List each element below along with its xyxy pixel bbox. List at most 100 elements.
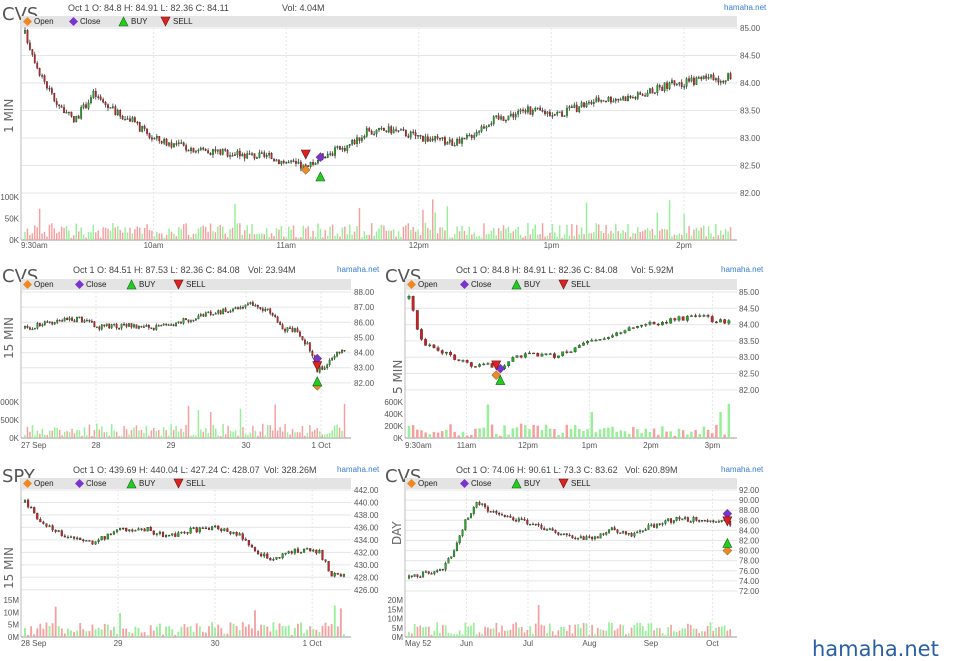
candle [244, 539, 247, 541]
x-tick-label: 12pm [518, 441, 538, 450]
volume-bar [284, 423, 286, 438]
volume-bar [514, 229, 517, 240]
legend-bar: Open Close BUY SELL [21, 478, 351, 489]
candle [619, 99, 622, 101]
volume-bar [291, 429, 294, 438]
candle [137, 528, 140, 531]
candle [464, 519, 467, 531]
volume-bar [162, 427, 165, 438]
volume-bar [447, 632, 450, 637]
volume-bar [641, 231, 644, 240]
volume-bar [328, 433, 331, 438]
candle [95, 326, 98, 329]
source-link[interactable]: hamaha.net [337, 465, 380, 474]
volume-bar [91, 435, 93, 438]
candle [678, 517, 681, 520]
candle [680, 82, 683, 87]
volume-bar [436, 233, 439, 240]
volume-bar [134, 626, 137, 637]
candle [579, 536, 582, 539]
candle [155, 136, 158, 139]
volume-bar [571, 224, 573, 240]
volume-bar [715, 223, 717, 240]
candle [407, 135, 410, 138]
candle [715, 78, 717, 81]
volume-bar [38, 208, 41, 240]
volume-bar [549, 623, 551, 637]
candle [723, 319, 727, 324]
volume-bar [641, 626, 644, 637]
x-tick-label: 28 Sep [21, 639, 47, 648]
volume-bar [625, 634, 627, 637]
volume-bar [293, 627, 296, 637]
volume-bar [257, 435, 259, 438]
volume-bar [632, 426, 635, 438]
volume-bar [160, 435, 162, 438]
candle [161, 531, 165, 537]
candle [470, 135, 473, 138]
volume-bar [578, 428, 581, 438]
candle [175, 322, 177, 327]
volume-bar [121, 232, 124, 240]
volume-bar [331, 430, 333, 438]
volume-bar [63, 633, 66, 637]
volume-bar [247, 624, 250, 637]
volume-bar [146, 224, 148, 240]
source-link[interactable]: hamaha.net [337, 265, 380, 274]
volume-bar [507, 226, 510, 240]
candle [341, 350, 343, 353]
source-link[interactable]: hamaha.net [721, 465, 764, 474]
candle [315, 549, 318, 554]
volume-bar [458, 231, 461, 240]
volume-bar [29, 235, 31, 240]
volume-bar [565, 424, 569, 438]
volume-bar [327, 626, 330, 637]
volume-bar [672, 631, 675, 637]
volume-bar [712, 631, 715, 637]
candle [306, 548, 309, 550]
volume-bar [527, 223, 529, 240]
volume-bar [45, 622, 48, 637]
candle [259, 307, 262, 309]
volume-bar [569, 428, 573, 438]
candle [475, 502, 478, 508]
volume-bar [390, 230, 392, 240]
candle [134, 530, 137, 532]
x-tick-label: 28 [92, 441, 101, 450]
volume-bar [31, 425, 34, 438]
volume-bar [361, 237, 363, 240]
source-link[interactable]: hamaha.net [721, 265, 764, 274]
candle [565, 533, 568, 536]
candle [229, 155, 231, 157]
volume-bar [475, 634, 478, 637]
volume-bar [217, 226, 219, 240]
candle [128, 529, 131, 532]
candle [237, 307, 239, 310]
volume-tick-label: 100K [0, 193, 19, 202]
candle [512, 113, 515, 118]
candle [515, 355, 519, 358]
candle [497, 115, 500, 120]
candle [577, 537, 580, 540]
candle [380, 127, 383, 130]
candle [246, 153, 249, 159]
volume-bar [180, 229, 182, 240]
x-tick-label: 2pm [676, 241, 692, 250]
volume-bar [456, 634, 458, 637]
volume-bar [180, 626, 183, 637]
candle [506, 515, 509, 518]
candle [531, 523, 534, 526]
candle [177, 321, 180, 323]
candle [387, 126, 390, 133]
volume-bar [177, 632, 180, 637]
y-tick-label: 83.00 [354, 364, 375, 373]
volume-bar [109, 630, 112, 637]
candle [430, 573, 433, 575]
volume-bar [248, 233, 251, 240]
source-link[interactable]: hamaha.net [724, 3, 767, 12]
volume-bar [663, 228, 666, 240]
candle [343, 148, 346, 151]
candle [441, 137, 444, 139]
volume-bar [77, 231, 80, 240]
volume-bar [73, 433, 76, 438]
